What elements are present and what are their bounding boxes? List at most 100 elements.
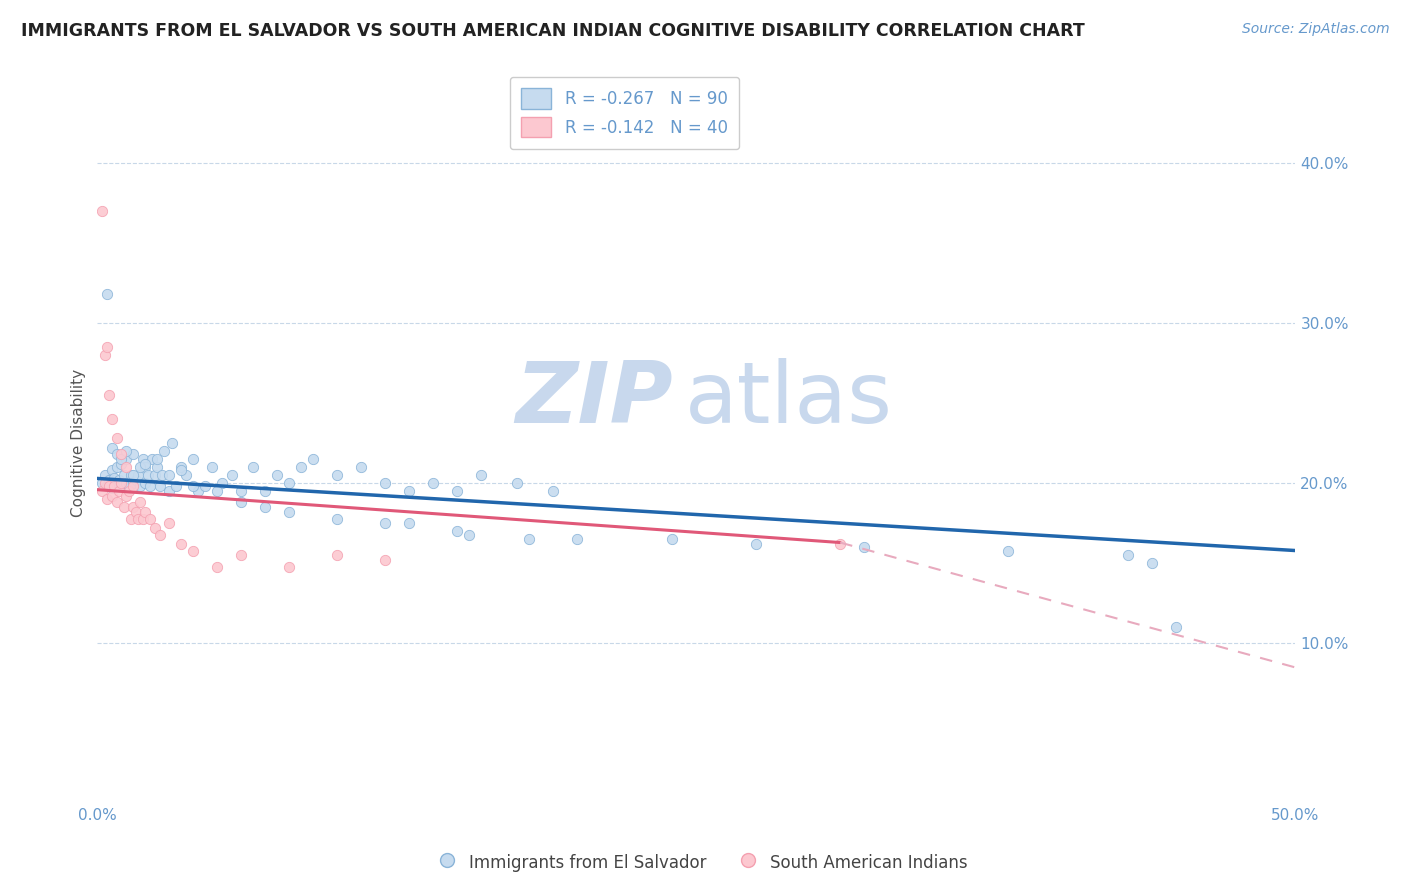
Point bbox=[446, 484, 468, 499]
Point bbox=[108, 473, 131, 487]
Point bbox=[278, 505, 301, 519]
Point bbox=[830, 537, 852, 551]
Point bbox=[127, 468, 149, 483]
Point bbox=[149, 479, 172, 493]
Point bbox=[125, 473, 148, 487]
Point bbox=[266, 468, 288, 483]
Point bbox=[150, 468, 173, 483]
Point bbox=[141, 452, 163, 467]
Point bbox=[96, 287, 118, 301]
Point bbox=[122, 479, 145, 493]
Point bbox=[117, 484, 139, 499]
Point bbox=[100, 441, 122, 455]
Point bbox=[100, 489, 122, 503]
Point bbox=[96, 479, 118, 493]
Point bbox=[254, 484, 277, 499]
Point bbox=[134, 460, 156, 475]
Point bbox=[242, 460, 264, 475]
Point bbox=[201, 460, 224, 475]
Point bbox=[105, 460, 128, 475]
Point bbox=[129, 495, 152, 509]
Point bbox=[115, 460, 138, 475]
Point bbox=[93, 468, 115, 483]
Point bbox=[115, 489, 138, 503]
Point bbox=[326, 511, 349, 525]
Point bbox=[139, 511, 162, 525]
Point bbox=[117, 479, 139, 493]
Point bbox=[853, 541, 876, 555]
Point bbox=[745, 537, 768, 551]
Point bbox=[565, 533, 588, 547]
Point bbox=[254, 500, 277, 515]
Point bbox=[96, 340, 118, 354]
Y-axis label: Cognitive Disability: Cognitive Disability bbox=[72, 369, 86, 517]
Point bbox=[103, 479, 125, 493]
Point bbox=[110, 457, 132, 471]
Point bbox=[134, 457, 156, 471]
Point bbox=[105, 432, 128, 446]
Point bbox=[1140, 557, 1163, 571]
Point bbox=[997, 543, 1019, 558]
Point bbox=[505, 476, 527, 491]
Point bbox=[181, 479, 204, 493]
Legend: Immigrants from El Salvador, South American Indians: Immigrants from El Salvador, South Ameri… bbox=[432, 846, 974, 880]
Point bbox=[157, 516, 180, 531]
Point bbox=[278, 476, 301, 491]
Point bbox=[105, 447, 128, 461]
Point bbox=[115, 452, 138, 467]
Point bbox=[205, 559, 228, 574]
Point bbox=[110, 447, 132, 461]
Point bbox=[96, 492, 118, 507]
Point bbox=[110, 452, 132, 467]
Point bbox=[170, 463, 193, 477]
Point bbox=[132, 511, 155, 525]
Point bbox=[398, 484, 420, 499]
Point bbox=[132, 452, 155, 467]
Point bbox=[103, 471, 125, 485]
Point bbox=[100, 481, 122, 495]
Point bbox=[143, 468, 166, 483]
Legend: R = -0.267   N = 90, R = -0.142   N = 40: R = -0.267 N = 90, R = -0.142 N = 40 bbox=[510, 77, 740, 149]
Point bbox=[170, 460, 193, 475]
Point bbox=[134, 505, 156, 519]
Point bbox=[93, 476, 115, 491]
Point bbox=[422, 476, 444, 491]
Point bbox=[181, 543, 204, 558]
Point bbox=[374, 553, 396, 567]
Point bbox=[446, 524, 468, 539]
Point bbox=[157, 484, 180, 499]
Point bbox=[143, 521, 166, 535]
Point bbox=[350, 460, 373, 475]
Point bbox=[100, 412, 122, 426]
Point bbox=[100, 463, 122, 477]
Point bbox=[165, 479, 187, 493]
Point bbox=[326, 468, 349, 483]
Point bbox=[139, 479, 162, 493]
Point bbox=[290, 460, 312, 475]
Point bbox=[211, 476, 233, 491]
Text: Source: ZipAtlas.com: Source: ZipAtlas.com bbox=[1241, 22, 1389, 37]
Point bbox=[91, 476, 114, 491]
Point bbox=[194, 479, 217, 493]
Point bbox=[127, 511, 149, 525]
Point bbox=[170, 537, 193, 551]
Point bbox=[374, 516, 396, 531]
Point bbox=[398, 516, 420, 531]
Text: ZIP: ZIP bbox=[515, 359, 672, 442]
Point bbox=[125, 505, 148, 519]
Point bbox=[157, 468, 180, 483]
Point bbox=[93, 348, 115, 362]
Point bbox=[1116, 549, 1139, 563]
Point bbox=[153, 444, 176, 458]
Point bbox=[146, 452, 169, 467]
Point bbox=[205, 484, 228, 499]
Point bbox=[229, 549, 252, 563]
Point bbox=[160, 436, 183, 450]
Point bbox=[187, 484, 209, 499]
Point bbox=[91, 204, 114, 219]
Point bbox=[120, 511, 142, 525]
Point bbox=[470, 468, 492, 483]
Point bbox=[108, 484, 131, 499]
Point bbox=[517, 533, 540, 547]
Point bbox=[112, 468, 135, 483]
